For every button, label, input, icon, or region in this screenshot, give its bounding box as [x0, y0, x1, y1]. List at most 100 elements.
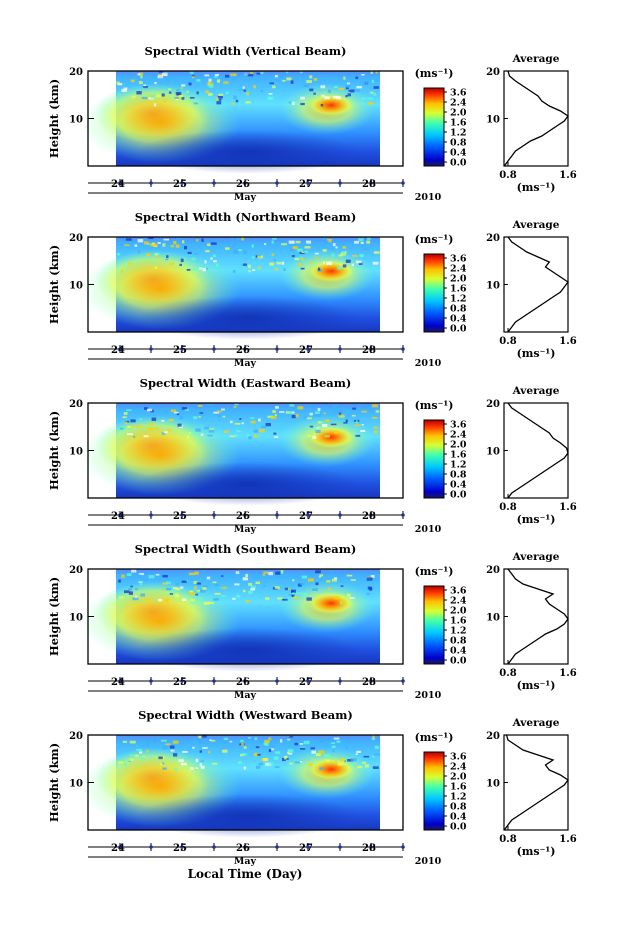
noise-speck: [260, 89, 264, 93]
noise-speck: [231, 102, 235, 106]
average-x-tick-label: 1.6: [559, 170, 576, 181]
noise-speck: [214, 74, 219, 76]
average-title: Average: [512, 385, 560, 397]
noise-speck: [373, 92, 377, 96]
noise-speck: [355, 753, 359, 755]
noise-speck: [309, 425, 314, 428]
noise-speck: [277, 597, 283, 600]
time-tick-label: 24: [111, 511, 125, 522]
noise-speck: [186, 268, 191, 271]
noise-speck: [290, 80, 294, 84]
noise-speck: [272, 237, 277, 240]
noise-speck: [344, 251, 347, 254]
noise-speck: [326, 581, 331, 583]
noise-speck: [124, 244, 130, 246]
noise-speck: [163, 238, 170, 241]
noise-speck: [205, 250, 210, 253]
noise-speck: [217, 95, 223, 99]
noise-speck: [283, 268, 286, 271]
average-y-tick-label: 10: [486, 115, 500, 126]
noise-speck: [172, 590, 176, 594]
colorbar-tick-label: 1.2: [450, 792, 467, 803]
noise-speck: [289, 411, 293, 415]
noise-speck: [157, 75, 163, 79]
noise-speck: [194, 253, 198, 255]
noise-speck: [243, 250, 247, 255]
average-frame: [503, 568, 569, 665]
noise-speck: [299, 743, 304, 745]
noise-speck: [253, 85, 256, 89]
noise-speck: [317, 267, 321, 271]
noise-speck: [269, 745, 275, 748]
noise-speck: [289, 243, 296, 247]
noise-speck: [278, 411, 285, 413]
noise-speck: [157, 74, 163, 77]
average-line: [507, 568, 569, 665]
noise-speck: [196, 582, 201, 585]
time-tick-marker: [243, 679, 247, 683]
noise-speck: [361, 97, 366, 100]
noise-speck: [143, 241, 149, 245]
noise-speck: [356, 85, 362, 89]
noise-speck: [300, 746, 306, 749]
noise-speck: [270, 736, 273, 739]
noise-speck: [301, 257, 305, 261]
time-tick-label: 26: [236, 179, 250, 190]
noise-speck: [274, 436, 279, 439]
colorbar-tick-label: 3.6: [450, 420, 467, 431]
noise-speck: [371, 79, 374, 83]
noise-speck: [317, 407, 321, 411]
noise-speck: [324, 759, 330, 762]
noise-speck: [165, 587, 172, 591]
year-label: 2010: [415, 358, 442, 369]
y-axis-label: Height (km): [47, 743, 61, 822]
noise-speck: [300, 102, 305, 106]
noise-speck: [140, 757, 146, 760]
noise-speck: [178, 759, 184, 762]
noise-speck: [257, 266, 261, 269]
time-tick-marker: [180, 513, 184, 517]
noise-speck: [192, 738, 196, 740]
noise-speck: [164, 600, 169, 603]
noise-speck: [198, 735, 202, 739]
noise-speck: [210, 242, 217, 245]
noise-speck: [175, 91, 182, 96]
colorbar-unit: (ms⁻¹): [415, 565, 454, 578]
noise-speck: [315, 753, 321, 757]
noise-speck: [345, 95, 348, 98]
time-tick-marker: [306, 347, 310, 351]
noise-speck: [318, 750, 325, 754]
noise-speck: [229, 740, 233, 743]
colorbar-unit: (ms⁻¹): [415, 731, 454, 744]
time-tick-marker: [118, 513, 122, 517]
noise-speck: [291, 595, 294, 597]
noise-speck: [153, 103, 157, 107]
noise-speck: [347, 93, 352, 97]
noise-speck: [336, 740, 341, 743]
month-label: May: [234, 856, 257, 867]
noise-speck: [281, 598, 288, 601]
noise-speck: [195, 593, 199, 596]
noise-speck: [173, 411, 179, 414]
noise-speck: [162, 243, 166, 247]
noise-speck: [130, 79, 135, 83]
low-region: [138, 129, 358, 174]
noise-speck: [299, 71, 303, 74]
colorbar-tick-label: 0.0: [450, 490, 467, 501]
noise-speck: [245, 101, 251, 104]
noise-speck: [167, 429, 171, 433]
noise-speck: [161, 431, 166, 435]
noise-speck: [202, 587, 207, 590]
noise-speck: [305, 426, 311, 429]
noise-speck: [200, 433, 204, 436]
noise-speck: [338, 87, 344, 91]
colorbar-tick-label: 3.6: [450, 752, 467, 763]
noise-speck: [139, 582, 143, 585]
noise-speck: [145, 253, 151, 256]
noise-speck: [190, 767, 194, 770]
noise-speck: [131, 569, 137, 573]
y-axis-label: Height (km): [47, 79, 61, 158]
noise-speck: [291, 255, 295, 258]
noise-speck: [243, 746, 247, 749]
noise-speck: [246, 92, 249, 96]
